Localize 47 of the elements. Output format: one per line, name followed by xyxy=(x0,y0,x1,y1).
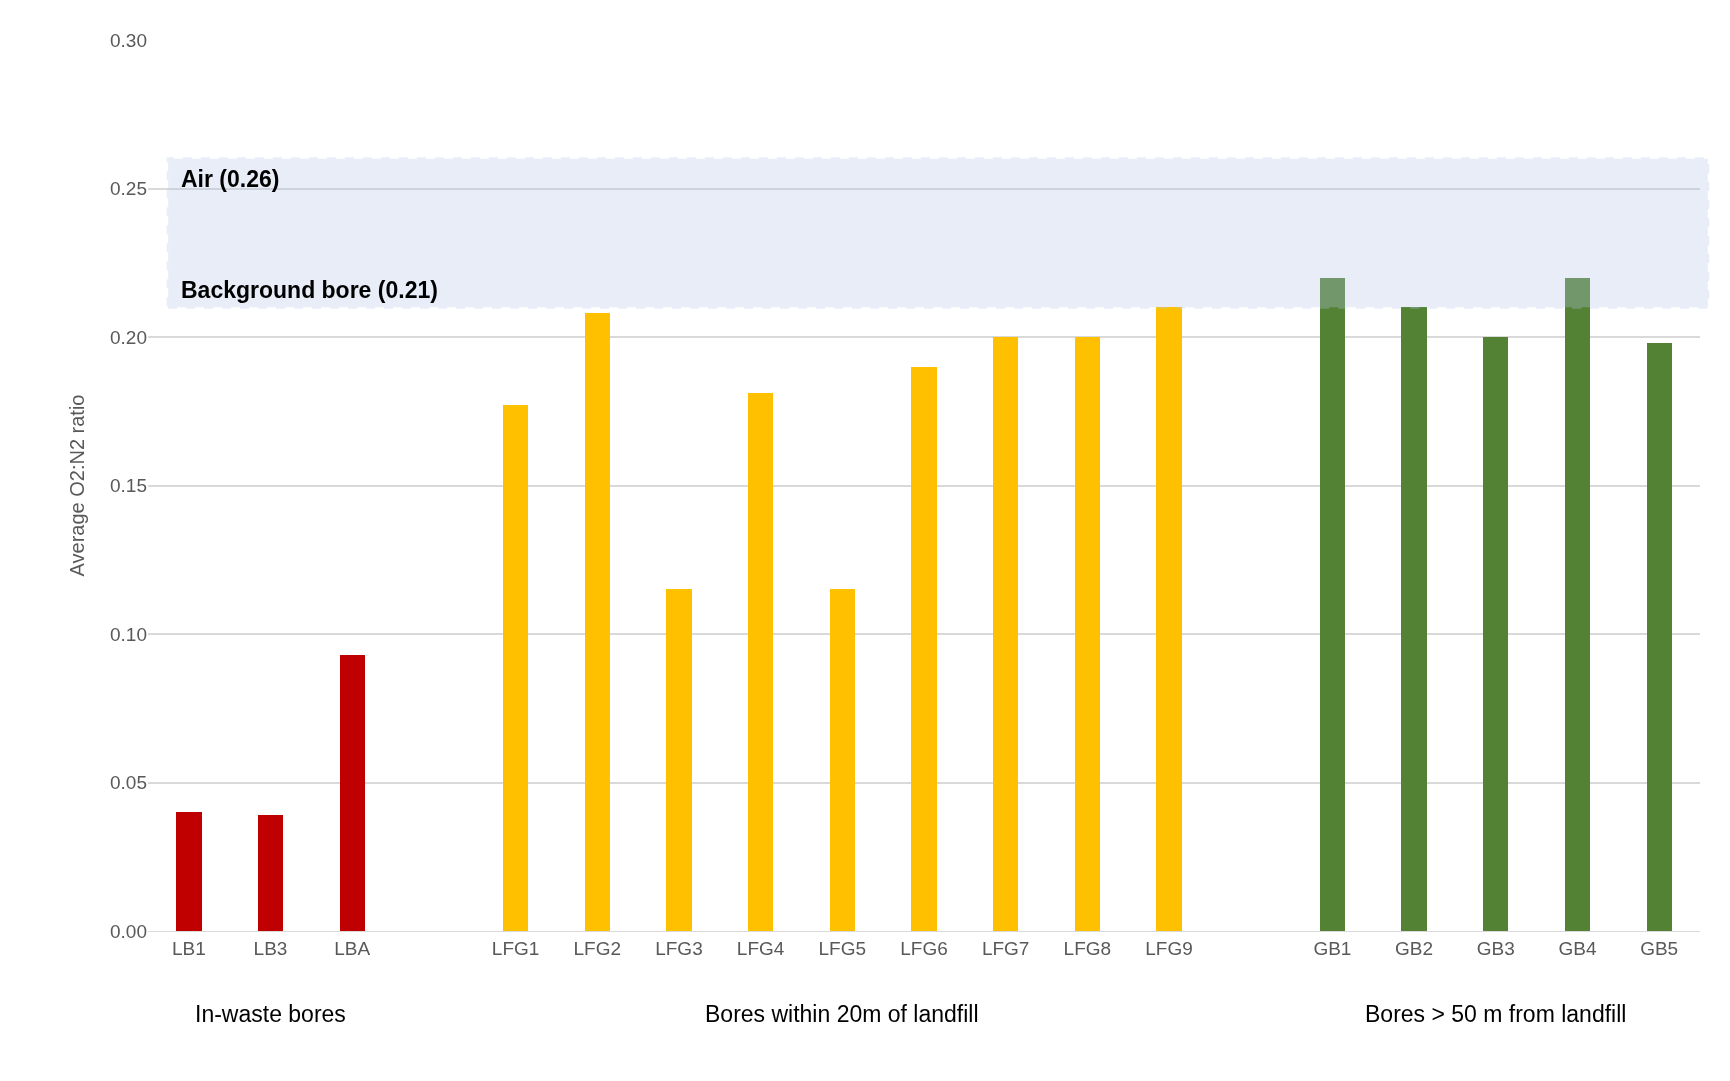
text: Bores > 50 m from landfill xyxy=(1365,1001,1627,1027)
bar xyxy=(911,367,937,931)
bar xyxy=(1156,307,1182,931)
y-tick-label: 0.10 xyxy=(110,623,147,645)
y-tick-label: 0.15 xyxy=(110,475,147,497)
bar xyxy=(503,405,528,931)
x-tick-label: GB1 xyxy=(1313,937,1352,959)
x-tick-label: LFG7 xyxy=(981,937,1030,959)
x-tick-label: LFG8 xyxy=(1063,937,1112,959)
x-tick-label: LB1 xyxy=(171,937,206,959)
y-axis-title: Average O2:N2 ratio xyxy=(65,394,88,577)
bar xyxy=(666,589,692,931)
x-tick-label: LFG3 xyxy=(655,937,703,959)
bar xyxy=(1647,343,1672,931)
annotation: Background bore (0.21) xyxy=(181,277,438,303)
text: Bores within 20m of landfill xyxy=(705,1001,979,1027)
bar xyxy=(1401,307,1427,931)
annotation: Air (0.26) xyxy=(181,166,280,192)
x-tick-label: LFG1 xyxy=(491,937,540,959)
bar xyxy=(748,393,773,931)
y-tick-label: 0.05 xyxy=(110,772,147,794)
y-tick-label: 0.20 xyxy=(110,326,147,348)
x-tick-label: GB3 xyxy=(1476,937,1515,959)
bar xyxy=(585,313,610,931)
text: In-waste bores xyxy=(195,1001,346,1027)
x-tick-label: LB3 xyxy=(253,937,288,959)
x-tick-label: GB4 xyxy=(1558,937,1597,959)
x-tick-label: LFG6 xyxy=(900,937,948,959)
y-tick-label: 0.25 xyxy=(110,178,147,200)
x-tick-label: GB2 xyxy=(1395,937,1434,959)
x-tick-label: GB5 xyxy=(1640,937,1679,959)
bar xyxy=(340,655,365,931)
bar xyxy=(993,337,1018,931)
x-tick-label: LBA xyxy=(334,937,371,959)
bar xyxy=(1320,278,1345,931)
bar xyxy=(1565,278,1590,931)
x-tick-label: LFG4 xyxy=(736,937,785,959)
bar xyxy=(1483,337,1508,931)
x-tick-label: LFG5 xyxy=(818,937,867,959)
bar xyxy=(1075,337,1100,931)
x-tick-label: LFG2 xyxy=(573,937,622,959)
bar xyxy=(258,815,283,931)
bar xyxy=(176,812,202,931)
y-tick-label: 0.00 xyxy=(110,920,147,942)
x-tick-label: LFG9 xyxy=(1145,937,1193,959)
bar xyxy=(830,589,855,931)
y-tick-label: 0.30 xyxy=(110,29,147,51)
